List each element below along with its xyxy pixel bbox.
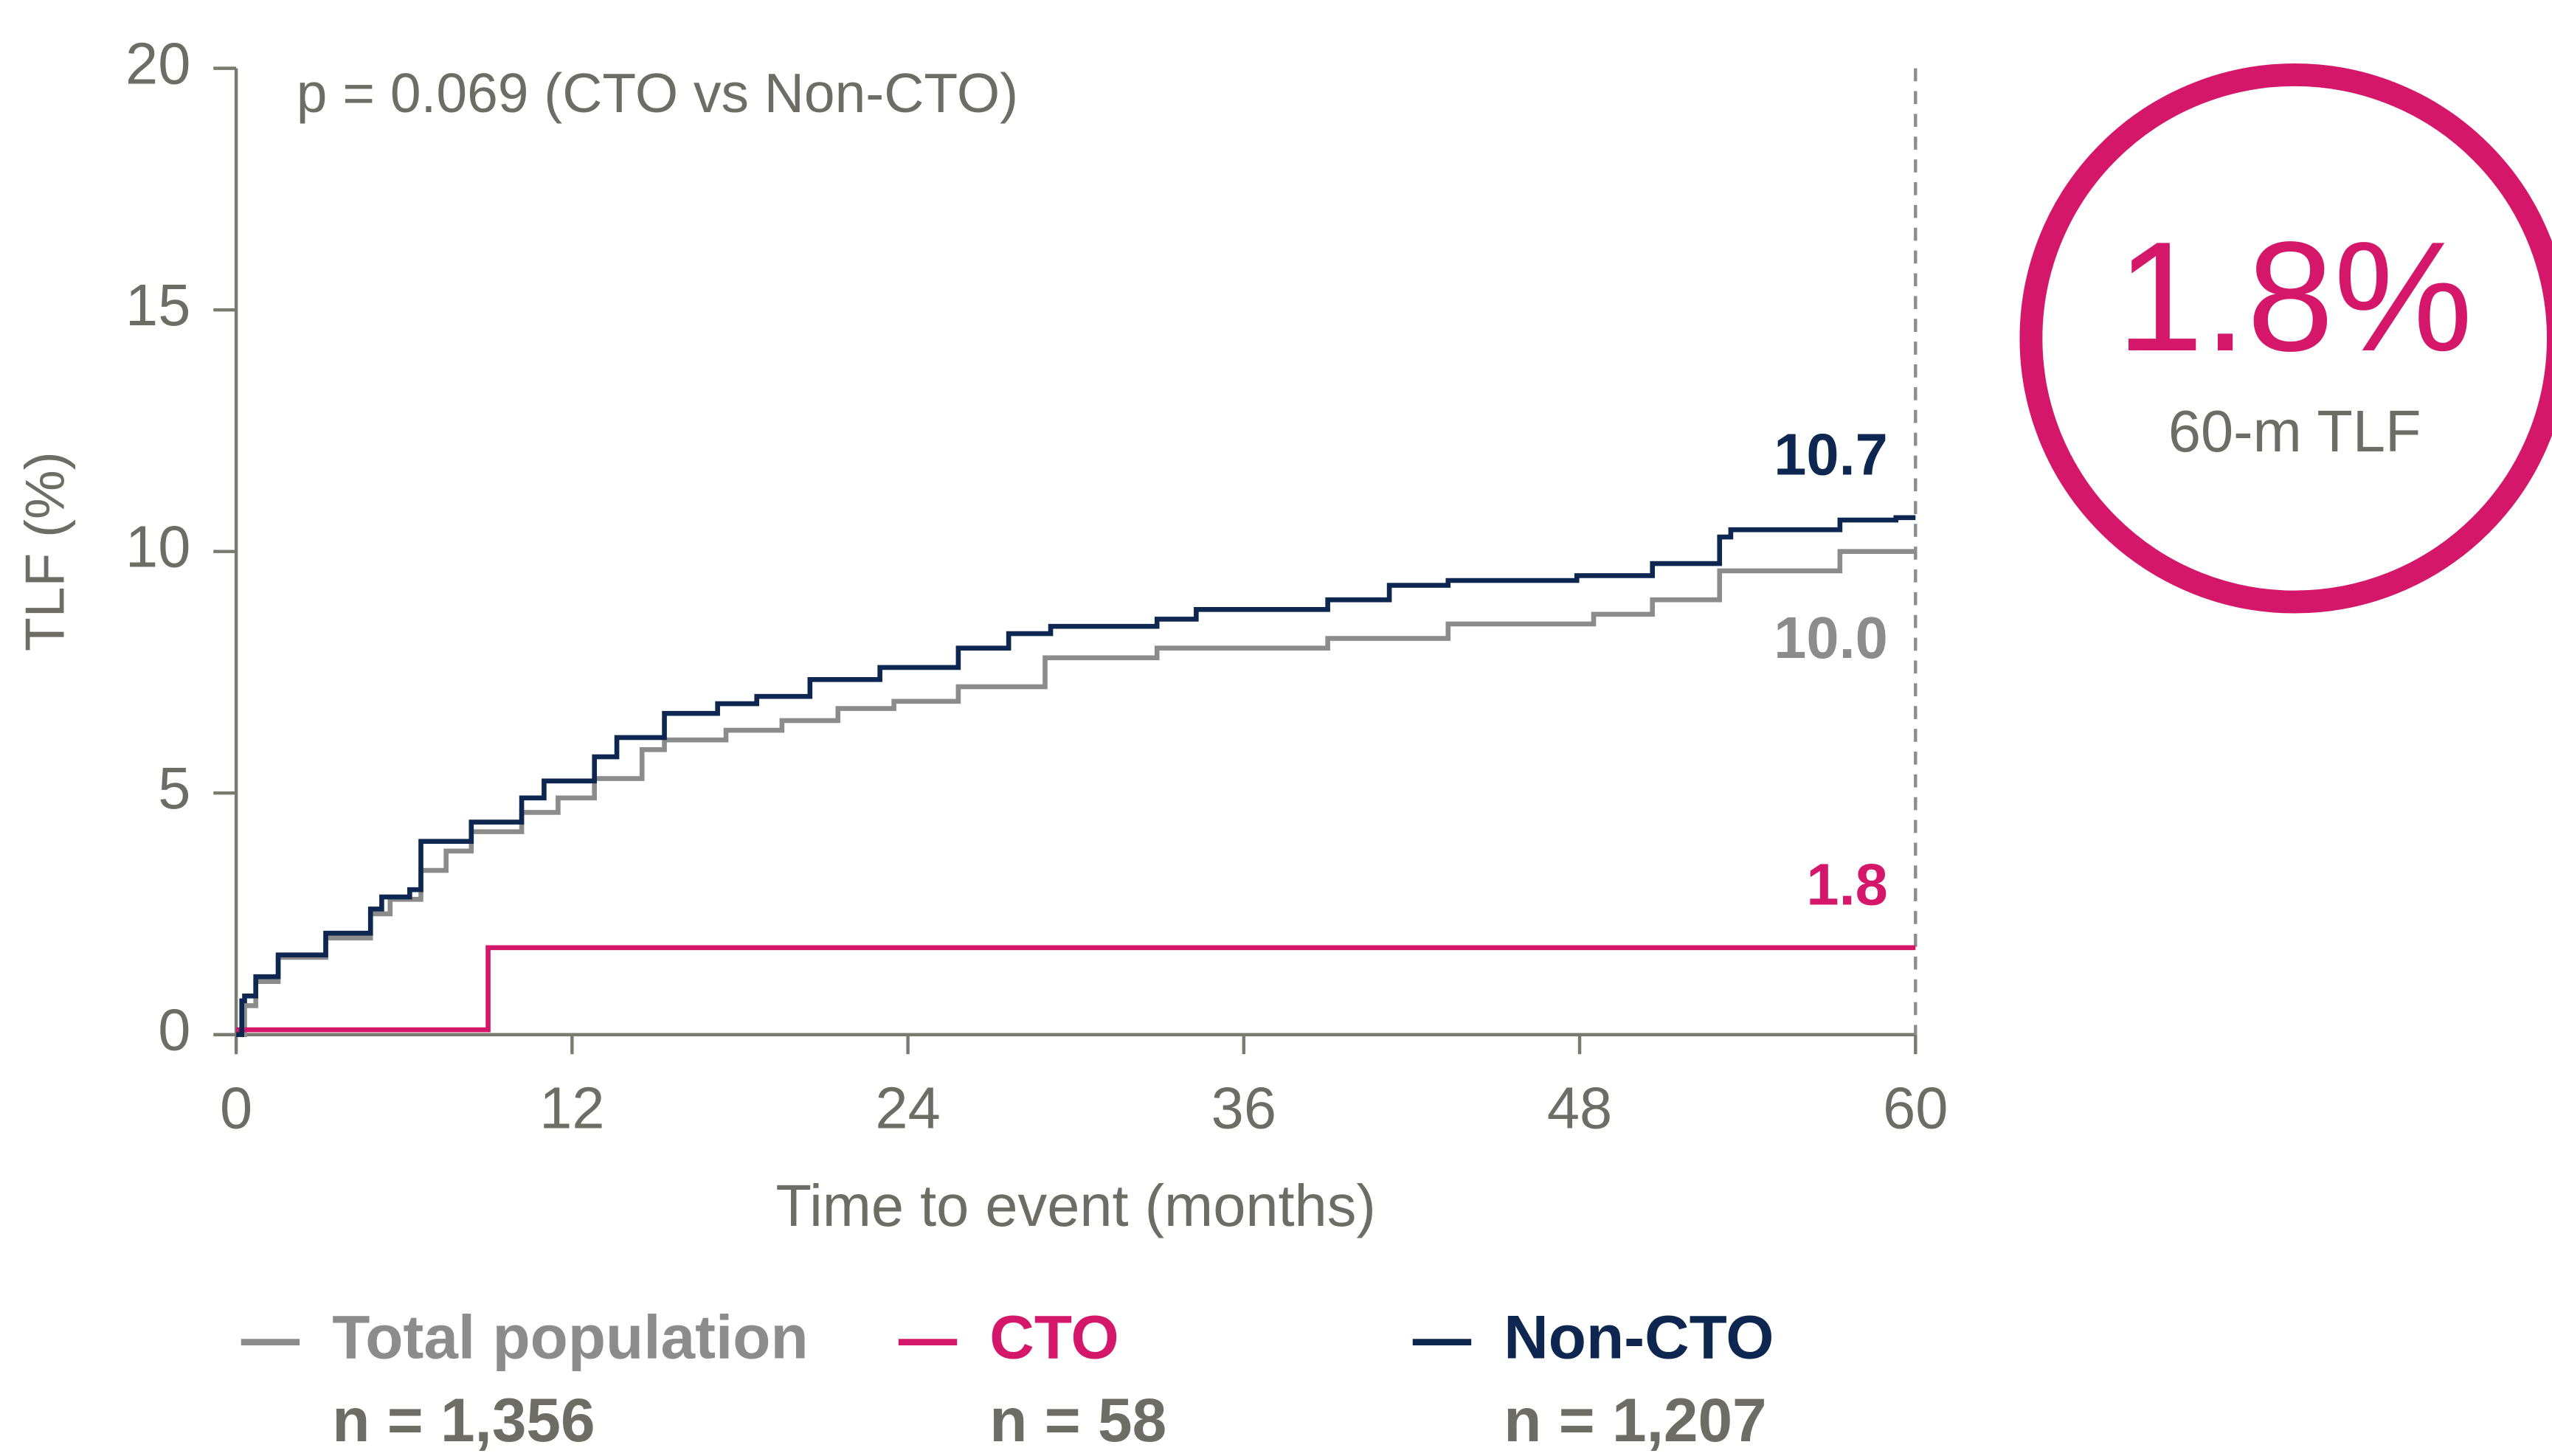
legend-label: Non-CTO <box>1504 1303 1774 1372</box>
x-tick-label: 60 <box>1883 1075 1948 1141</box>
y-axis-label: TLF (%) <box>13 451 75 651</box>
y-tick-label: 10 <box>125 514 190 580</box>
y-tick-label: 20 <box>125 31 190 97</box>
callout-label: 60-m TLF <box>2168 398 2421 464</box>
y-tick-label: 5 <box>158 755 190 821</box>
y-tick-label: 0 <box>158 997 190 1063</box>
end-label: 10.7 <box>1774 421 1888 487</box>
series-line <box>236 945 1916 1033</box>
legend-n: n = 58 <box>989 1385 1166 1455</box>
x-tick-label: 36 <box>1211 1075 1276 1141</box>
callout-value: 1.8% <box>2117 209 2473 384</box>
legend-n: n = 1,207 <box>1504 1385 1766 1455</box>
x-tick-label: 0 <box>220 1075 252 1141</box>
y-tick-label: 15 <box>125 272 190 338</box>
callout-ring <box>2019 63 2552 614</box>
x-tick-label: 24 <box>875 1075 940 1141</box>
x-tick-label: 12 <box>539 1075 604 1141</box>
end-label: 10.0 <box>1774 605 1888 670</box>
x-tick-label: 48 <box>1547 1075 1612 1141</box>
legend-n: n = 1,356 <box>332 1385 595 1455</box>
legend-label: Total population <box>332 1303 808 1372</box>
legend-label: CTO <box>989 1303 1118 1372</box>
series-line <box>236 515 1916 1038</box>
x-axis-label: Time to event (months) <box>776 1173 1376 1238</box>
end-label: 1.8 <box>1806 851 1887 917</box>
annotation: p = 0.069 (CTO vs Non-CTO) <box>297 62 1018 124</box>
